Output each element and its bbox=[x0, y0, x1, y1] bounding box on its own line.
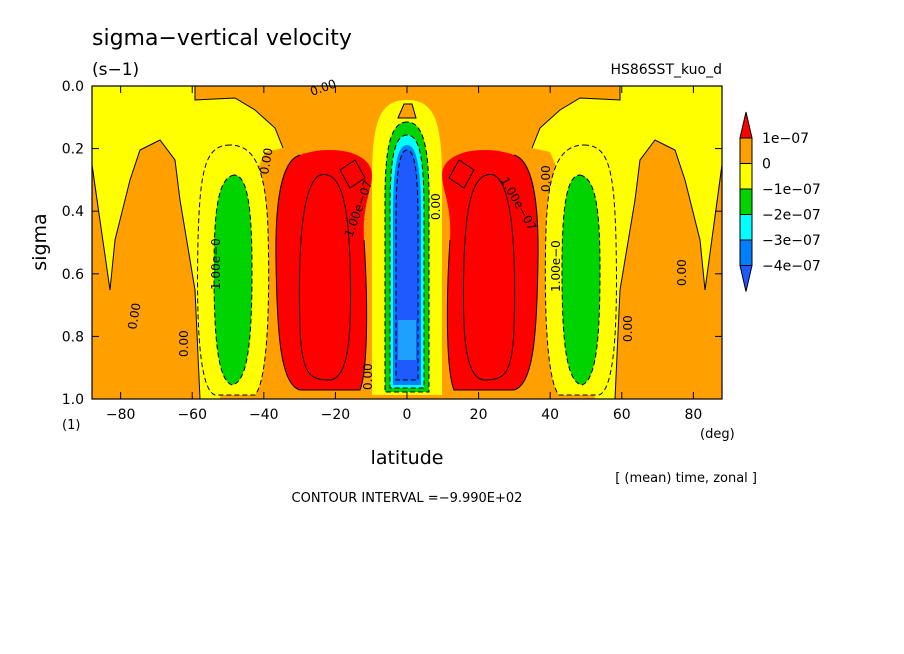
x-axis: −80 −60 −40 −20 0 20 40 60 80 bbox=[106, 86, 702, 423]
colorbar-top-triangle bbox=[739, 111, 753, 139]
region-green-sh bbox=[214, 175, 252, 385]
region-green-nh bbox=[562, 175, 600, 385]
x-tick-label: 60 bbox=[613, 407, 631, 423]
units-label: (s−1) bbox=[92, 60, 139, 80]
contour-fill-layer bbox=[92, 86, 722, 399]
x-axis-label: latitude bbox=[371, 447, 444, 469]
colorbar-swatch bbox=[739, 188, 753, 215]
colorbar-legend: 1e−07 0 −1e−07 −2e−07 −3e−07 −4e−07 bbox=[739, 111, 821, 292]
y-tick-label: 0.2 bbox=[62, 142, 84, 158]
colorbar-swatch bbox=[739, 214, 753, 241]
negative-contour-lines bbox=[197, 121, 617, 396]
run-label: HS86SST_kuo_d bbox=[610, 62, 722, 78]
colorbar-swatch bbox=[739, 137, 753, 164]
x-tick-label: −80 bbox=[106, 407, 136, 423]
x-tick-label: 80 bbox=[684, 407, 702, 423]
colorbar-label: −2e−07 bbox=[762, 208, 821, 224]
region-red-nh bbox=[442, 150, 539, 390]
y-axis: 0.0 0.2 0.4 0.6 0.8 1.0 bbox=[62, 79, 722, 408]
colorbar-bottom-triangle bbox=[739, 265, 753, 292]
colorbar-label: 0 bbox=[762, 157, 771, 173]
averaging-note: [ (mean) time, zonal ] bbox=[615, 471, 757, 486]
colorbar-swatch bbox=[739, 239, 753, 266]
colorbar-label: 1e−07 bbox=[762, 131, 809, 147]
x-tick-label: −40 bbox=[249, 407, 279, 423]
x-tick-label: 40 bbox=[541, 407, 559, 423]
x-tick-label: 0 bbox=[403, 407, 412, 423]
x-tick-label: −60 bbox=[177, 407, 207, 423]
colorbar-label: −3e−07 bbox=[762, 233, 821, 249]
region-orange-equator-cap bbox=[397, 103, 417, 119]
y-tick-label: 0.8 bbox=[62, 329, 84, 345]
contour-label: 0.00 bbox=[539, 165, 553, 192]
y-units-label: (1) bbox=[62, 418, 80, 433]
contour-label: 0.00 bbox=[675, 259, 689, 286]
contour-label: 0.00 bbox=[177, 330, 191, 357]
x-tick-label: 20 bbox=[470, 407, 488, 423]
x-tick-label: −20 bbox=[321, 407, 351, 423]
colorbar-label: −4e−07 bbox=[762, 259, 821, 275]
colorbar-swatch bbox=[739, 163, 753, 190]
plot-area: 0.00 0.00 0.00 0.00 0.00 0.00 0.00 0.00 … bbox=[91, 77, 723, 400]
contour-lines bbox=[92, 86, 722, 399]
region-red-sh bbox=[275, 150, 372, 390]
region-blue-lower bbox=[398, 320, 416, 360]
y-axis-label: sigma bbox=[29, 213, 51, 270]
contour-label: 1.00e−0 bbox=[549, 240, 563, 292]
colorbar-label: −1e−07 bbox=[762, 182, 821, 198]
y-tick-label: 0.4 bbox=[62, 204, 84, 220]
contour-label: 0.00 bbox=[621, 315, 635, 342]
y-tick-label: 1.0 bbox=[62, 392, 84, 408]
y-tick-label: 0.0 bbox=[62, 79, 84, 95]
contour-label: 1.00e−0 bbox=[209, 238, 223, 290]
contour-label: 0.00 bbox=[429, 193, 443, 220]
contour-label: 0.00 bbox=[125, 302, 143, 331]
contour-interval-note: CONTOUR INTERVAL =−9.990E+02 bbox=[292, 491, 523, 506]
contour-label: 0.00 bbox=[361, 363, 375, 390]
chart-title: sigma−vertical velocity bbox=[92, 26, 352, 51]
y-tick-label: 0.6 bbox=[62, 267, 84, 283]
contour-label: 0.00 bbox=[257, 147, 275, 176]
x-units-label: (deg) bbox=[700, 427, 735, 442]
